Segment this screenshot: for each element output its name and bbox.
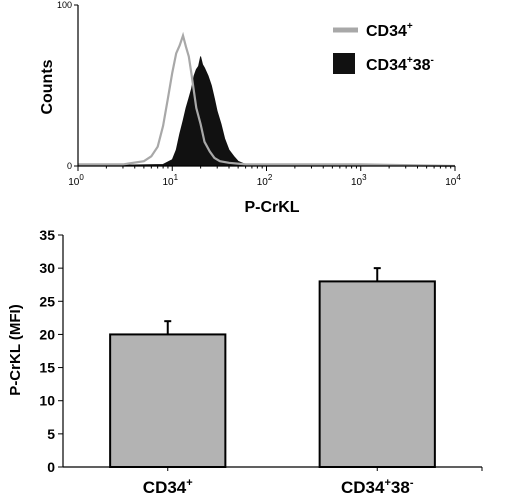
category-superscript: - [410, 477, 414, 489]
bar-y-ticks: 0 5 10 15 20 25 30 35 [39, 227, 63, 475]
histogram-x-tick-label: 104 [445, 173, 461, 188]
histogram-y-label: Counts [39, 59, 56, 114]
legend-text-mid: 38 [413, 57, 431, 74]
bar-y-tick-label: 30 [39, 260, 55, 276]
tick-exponent: 1 [174, 173, 179, 182]
legend-text: CD34 [366, 23, 407, 40]
bar-x-ticks: CD34+ CD34+38- [143, 467, 483, 497]
bar-y-tick-label: 35 [39, 227, 55, 243]
bar-y-tick-label: 0 [47, 459, 55, 475]
legend-superscript: + [407, 55, 413, 66]
tick-exponent: 2 [268, 173, 273, 182]
category-superscript: + [384, 477, 390, 489]
histogram-y-ticks: 0 100 [57, 0, 78, 171]
histogram-x-tick-label: 103 [351, 173, 367, 188]
category-text: CD34 [143, 478, 187, 497]
bar-y-label: P-CrKL (MFI) [7, 304, 24, 395]
bar-y-tick-label: 15 [39, 360, 55, 376]
legend-text: CD34 [366, 57, 407, 74]
tick-base: 10 [162, 177, 174, 188]
legend-label-0: CD34+ [366, 21, 413, 40]
tick-exponent: 0 [79, 173, 84, 182]
histogram-y-tick-label: 100 [57, 0, 72, 10]
bar-0 [109, 333, 227, 468]
bar-y-tick-label: 25 [39, 293, 55, 309]
histogram-series-cd34 [78, 31, 456, 168]
bar-category-label-0: CD34+ [143, 477, 193, 497]
category-text-mid: 38 [391, 478, 410, 497]
tick-exponent: 4 [456, 173, 461, 182]
bar-y-tick-label: 10 [39, 393, 55, 409]
tick-base: 10 [257, 177, 269, 188]
legend-swatch-cd34-38neg [333, 53, 355, 74]
tick-exponent: 3 [362, 173, 367, 182]
bar-category-label-1: CD34+38- [341, 477, 414, 497]
histogram-x-tick-label: 102 [257, 173, 273, 188]
histogram-plot-area [77, 31, 456, 168]
legend-label-1: CD34+38- [366, 55, 434, 74]
tick-base: 10 [351, 177, 363, 188]
category-superscript: + [186, 477, 192, 489]
histogram-x-tick-label: 100 [68, 173, 84, 188]
bar-series [109, 267, 436, 468]
histogram-x-label: P-CrKL [244, 199, 299, 216]
histogram-x-tick-label: 101 [162, 173, 178, 188]
histogram-y-tick-label: 0 [67, 161, 72, 171]
tick-base: 10 [68, 177, 80, 188]
bar-y-tick-label: 5 [47, 426, 55, 442]
histogram-legend: CD34+CD34+38- [333, 21, 434, 74]
bar-y-tick-label: 20 [39, 326, 55, 342]
legend-superscript: - [431, 55, 434, 66]
legend-superscript: + [407, 21, 413, 32]
histogram-x-ticks: 100 101 102 103 104 [68, 166, 461, 188]
tick-base: 10 [445, 177, 457, 188]
bar-1 [318, 280, 436, 468]
category-text: CD34 [341, 478, 385, 497]
histogram-series-cd34-38neg [77, 56, 455, 167]
